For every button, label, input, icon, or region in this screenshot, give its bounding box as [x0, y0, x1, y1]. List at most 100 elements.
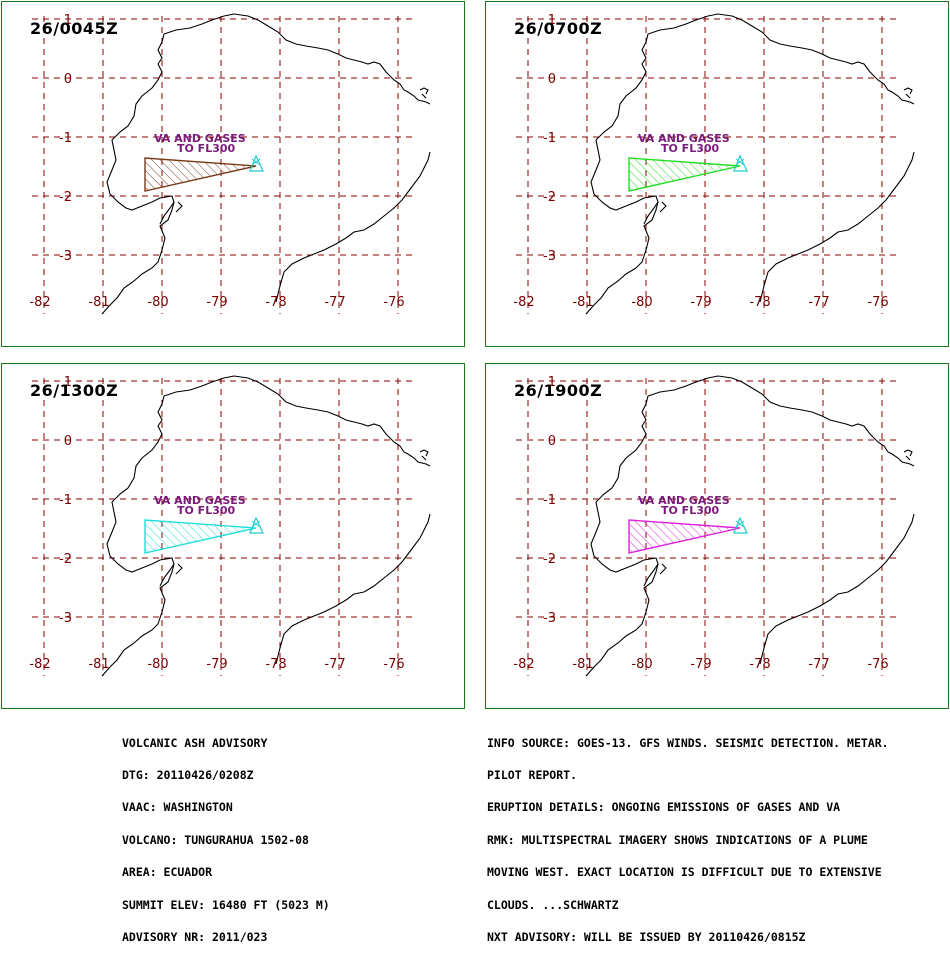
longitude-label: -78 [265, 657, 286, 672]
country-border [759, 151, 915, 303]
coastline [101, 375, 431, 677]
advisory-header-block: VOLCANIC ASH ADVISORY DTG: 20110426/0208… [122, 716, 330, 954]
volcano-marker [251, 520, 261, 528]
coastline [585, 375, 915, 677]
volcano-icon [249, 154, 264, 172]
longitude-label: -81 [572, 295, 593, 310]
ash-plume-polygon [144, 519, 257, 554]
latitude-label: 1 [548, 375, 556, 390]
longitude-label: -80 [631, 295, 652, 310]
ash-plume-polygon [628, 519, 741, 554]
volcano-marker [251, 158, 261, 166]
volcano-marker [735, 158, 745, 166]
remarks-line-1: RMK: MULTISPECTRAL IMAGERY SHOWS INDICAT… [487, 832, 868, 847]
volcano-marker [735, 520, 745, 528]
latitude-label: -1 [59, 131, 72, 146]
longitude-label: -79 [206, 295, 227, 310]
info-source-line: INFO SOURCE: GOES-13. GFS WINDS. SEISMIC… [487, 735, 889, 750]
advisory-vaac: VAAC: WASHINGTON [122, 800, 233, 815]
latitude-label: -2 [543, 552, 556, 567]
plume-label-line2: TO FL300 [177, 142, 236, 155]
latitude-label: 0 [64, 72, 72, 87]
latitude-label: -1 [59, 493, 72, 508]
country-border [275, 151, 431, 303]
advisory-area: AREA: ECUADOR [122, 865, 213, 880]
longitude-label: -76 [867, 657, 888, 672]
latitude-label: 0 [64, 434, 72, 449]
latitude-label: 1 [548, 13, 556, 28]
gulf-coast [643, 201, 667, 225]
eruption-details: ERUPTION DETAILS: ONGOING EMISSIONS OF G… [487, 800, 841, 815]
plume-label-line2: TO FL300 [661, 142, 720, 155]
longitude-label: -78 [749, 657, 770, 672]
panel-valid-time: 26/0045Z [30, 19, 119, 38]
panel-valid-time: 26/1900Z [514, 381, 603, 400]
island [419, 449, 429, 461]
longitude-label: -77 [808, 295, 829, 310]
longitude-label: -79 [206, 657, 227, 672]
longitude-label: -79 [690, 295, 711, 310]
plume-label-line1: VA AND GASES [154, 132, 246, 145]
panel-valid-time: 26/0700Z [514, 19, 603, 38]
latitude-label: -2 [543, 190, 556, 205]
longitude-label: -81 [88, 295, 109, 310]
latitude-label: -1 [543, 131, 556, 146]
ash-plume-polygon [628, 157, 741, 192]
coastline [101, 13, 431, 315]
latitude-label: 0 [548, 434, 556, 449]
longitude-label: -79 [690, 657, 711, 672]
latitude-label: 0 [548, 72, 556, 87]
latitude-label: -1 [543, 493, 556, 508]
longitude-label: -82 [513, 657, 534, 672]
plume-label-line1: VA AND GASES [154, 494, 246, 507]
longitude-label: -81 [88, 657, 109, 672]
longitude-label: -82 [513, 295, 534, 310]
longitude-label: -76 [383, 657, 404, 672]
map-panel-1900z: 1 0 -1 -2 -3 -82 -81 -80 -79 -78 -77 -76 VA AND GASE… [485, 363, 949, 709]
coastline [585, 13, 915, 315]
latitude-label: -3 [59, 249, 72, 264]
plume-label-line2: TO FL300 [661, 504, 720, 517]
island [903, 449, 913, 461]
info-source-line-cont: PILOT REPORT. [487, 767, 578, 782]
plume-label-line2: TO FL300 [177, 504, 236, 517]
latitude-label: -2 [59, 190, 72, 205]
plume-label-line1: VA AND GASES [638, 132, 730, 145]
latitude-label: -3 [59, 611, 72, 626]
panel-valid-time: 26/1300Z [30, 381, 119, 400]
next-advisory: NXT ADVISORY: WILL BE ISSUED BY 20110426… [487, 929, 806, 944]
remarks-line-2: MOVING WEST. EXACT LOCATION IS DIFFICULT… [487, 865, 882, 880]
longitude-label: -76 [383, 295, 404, 310]
longitude-label: -76 [867, 295, 888, 310]
advisory-volcano: VOLCANO: TUNGURAHUA 1502-08 [122, 832, 309, 847]
map-canvas: 1 0 -1 -2 -3 -82 -81 -80 -79 -78 -77 -76 VA AND GASE… [29, 375, 431, 677]
map-canvas: 1 0 -1 -2 -3 -82 -81 -80 -79 -78 -77 -76 VA AND GASE… [513, 13, 915, 315]
remarks-line-3: CLOUDS. ...SCHWARTZ [487, 897, 619, 912]
volcano-icon [249, 516, 264, 534]
longitude-label: -80 [147, 295, 168, 310]
lat-lon-grid [516, 16, 898, 314]
advisory-title: VOLCANIC ASH ADVISORY [122, 735, 268, 750]
volcano-icon [733, 516, 748, 534]
gulf-coast [643, 563, 667, 587]
map-panel-1300z: 1 0 -1 -2 -3 -82 -81 -80 -79 -78 -77 -76 VA AND GASE… [1, 363, 465, 709]
lat-lon-grid [32, 16, 414, 314]
plume-label-line1: VA AND GASES [638, 494, 730, 507]
gulf-coast [159, 201, 183, 225]
map-canvas: 1 0 -1 -2 -3 -82 -81 -80 -79 -78 -77 -76 VA AND GASE… [513, 375, 915, 677]
island [419, 87, 429, 99]
longitude-label: -77 [324, 657, 345, 672]
latitude-label: -2 [59, 552, 72, 567]
latitude-label: -3 [543, 249, 556, 264]
gulf-coast [159, 563, 183, 587]
advisory-details-block: INFO SOURCE: GOES-13. GFS WINDS. SEISMIC… [487, 716, 889, 954]
longitude-label: -77 [808, 657, 829, 672]
country-border [759, 513, 915, 665]
longitude-label: -78 [749, 295, 770, 310]
ash-plume-polygon [144, 157, 257, 192]
lat-lon-grid [516, 378, 898, 676]
advisory-dtg: DTG: 20110426/0208Z [122, 767, 254, 782]
longitude-label: -80 [631, 657, 652, 672]
island [903, 87, 913, 99]
latitude-label: -3 [543, 611, 556, 626]
